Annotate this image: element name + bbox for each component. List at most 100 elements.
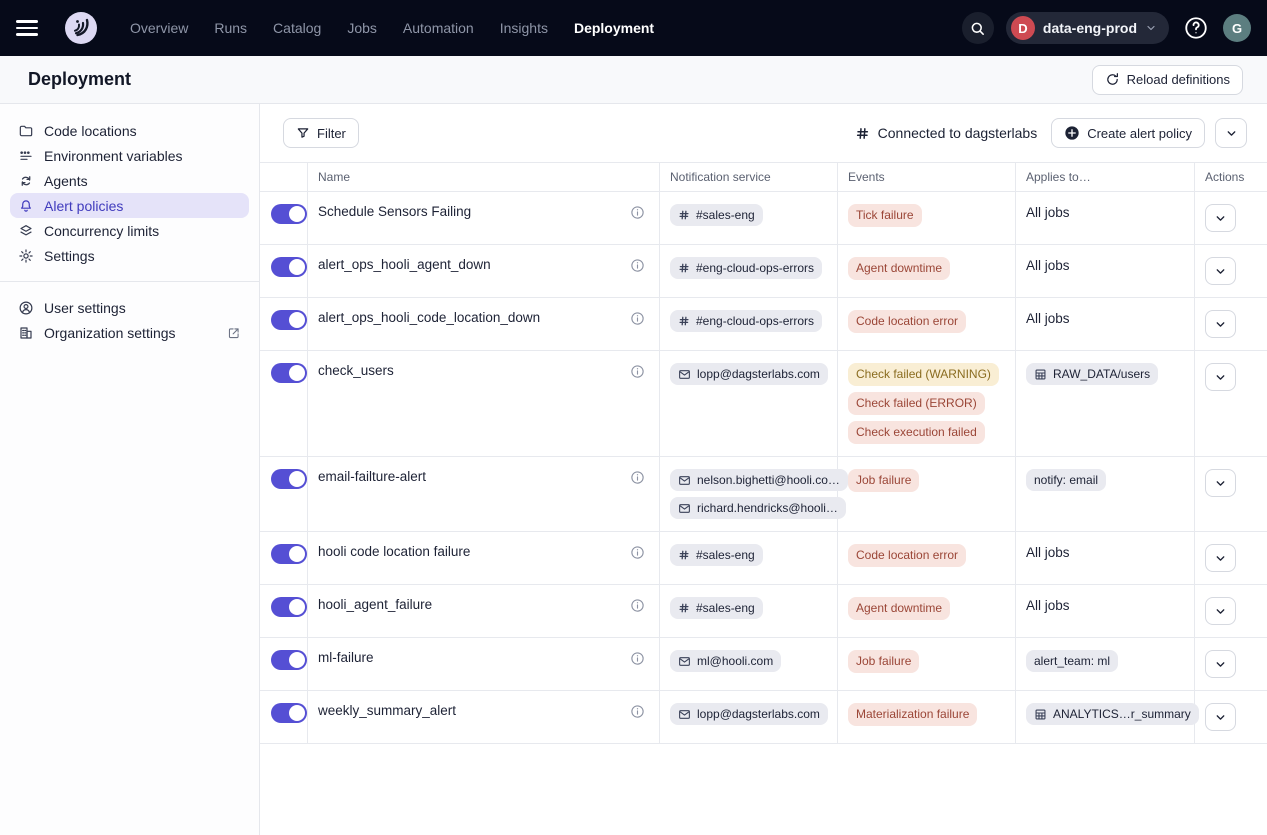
building-icon	[18, 325, 34, 341]
info-icon[interactable]	[630, 205, 645, 220]
agents-icon	[18, 173, 34, 189]
sidebar-item-settings[interactable]: Settings	[10, 243, 249, 268]
chevron-down-icon	[1214, 552, 1227, 565]
applies-to-cell: alert_team: ml	[1016, 638, 1195, 690]
notification-service-cell: #sales-eng	[660, 192, 838, 244]
row-actions-menu-button[interactable]	[1205, 703, 1236, 731]
reload-icon	[1105, 72, 1120, 87]
notification-service-cell: #eng-cloud-ops-errors	[660, 298, 838, 350]
info-icon[interactable]	[630, 651, 645, 666]
table-row: alert_ops_hooli_code_location_down#eng-c…	[260, 298, 1267, 351]
sidebar-item-code-locations[interactable]: Code locations	[10, 118, 249, 143]
help-icon[interactable]	[1181, 13, 1211, 43]
row-actions-menu-button[interactable]	[1205, 204, 1236, 232]
deployment-initial-badge: D	[1011, 16, 1035, 40]
row-actions-menu-button[interactable]	[1205, 257, 1236, 285]
nav-item-overview[interactable]: Overview	[130, 20, 188, 36]
sidebar-item-label: Alert policies	[44, 198, 123, 214]
table-row: hooli code location failure#sales-engCod…	[260, 532, 1267, 585]
row-actions-menu-button[interactable]	[1205, 363, 1236, 391]
policy-enabled-toggle[interactable]	[271, 650, 307, 670]
policy-enabled-toggle[interactable]	[271, 310, 307, 330]
events-cell: Materialization failure	[838, 691, 1016, 743]
policy-enabled-toggle[interactable]	[271, 544, 307, 564]
chevron-down-icon	[1214, 318, 1227, 331]
applies-to-cell: All jobs	[1016, 532, 1195, 584]
info-icon[interactable]	[630, 545, 645, 560]
column-header-actions: Actions	[1195, 163, 1267, 191]
email-icon	[678, 474, 691, 487]
create-policy-menu-button[interactable]	[1215, 118, 1247, 148]
deployment-name: data-eng-prod	[1043, 20, 1137, 36]
sidebar-item-environment-variables[interactable]: Environment variables	[10, 143, 249, 168]
slack-icon	[678, 209, 690, 221]
policy-enabled-toggle[interactable]	[271, 204, 307, 224]
user-circle-icon	[18, 300, 34, 316]
external-link-icon	[227, 326, 241, 340]
actions-cell	[1195, 245, 1267, 297]
table-header-row: NameNotification serviceEventsApplies to…	[260, 162, 1267, 192]
event-badge: Check failed (WARNING)	[848, 363, 999, 386]
notification-service-cell: lopp@dagsterlabs.com	[660, 691, 838, 743]
info-icon[interactable]	[630, 364, 645, 379]
sidebar-item-concurrency-limits[interactable]: Concurrency limits	[10, 218, 249, 243]
info-icon[interactable]	[630, 311, 645, 326]
row-actions-menu-button[interactable]	[1205, 310, 1236, 338]
applies-to-value: All jobs	[1026, 310, 1070, 326]
chevron-down-icon	[1145, 22, 1157, 34]
nav-item-jobs[interactable]: Jobs	[347, 20, 377, 36]
notification-pill: #sales-eng	[670, 544, 763, 566]
table-icon	[1034, 368, 1047, 381]
plus-circle-icon	[1064, 125, 1080, 141]
row-actions-menu-button[interactable]	[1205, 544, 1236, 572]
notification-pill: lopp@dagsterlabs.com	[670, 703, 828, 725]
filter-button[interactable]: Filter	[283, 118, 359, 148]
event-badge: Agent downtime	[848, 257, 950, 280]
policy-enabled-toggle[interactable]	[271, 469, 307, 489]
info-icon[interactable]	[630, 704, 645, 719]
info-icon[interactable]	[630, 598, 645, 613]
search-icon[interactable]	[962, 12, 994, 44]
policy-enabled-toggle[interactable]	[271, 703, 307, 723]
nav-item-deployment[interactable]: Deployment	[574, 20, 654, 36]
applies-to-pill: RAW_DATA/users	[1026, 363, 1158, 385]
dagster-logo-icon[interactable]	[64, 11, 98, 45]
nav-item-insights[interactable]: Insights	[500, 20, 548, 36]
reload-definitions-button[interactable]: Reload definitions	[1092, 65, 1243, 95]
deployment-switcher[interactable]: D data-eng-prod	[1006, 12, 1169, 44]
sidebar-item-user-settings[interactable]: User settings	[10, 295, 249, 320]
events-cell: Job failure	[838, 638, 1016, 690]
actions-cell	[1195, 457, 1267, 531]
nav-item-catalog[interactable]: Catalog	[273, 20, 321, 36]
column-header-toggle	[260, 163, 308, 191]
row-actions-menu-button[interactable]	[1205, 650, 1236, 678]
notification-service-cell: lopp@dagsterlabs.com	[660, 351, 838, 456]
create-alert-policy-button[interactable]: Create alert policy	[1051, 118, 1205, 148]
notification-service-cell: #sales-eng	[660, 532, 838, 584]
nav-item-automation[interactable]: Automation	[403, 20, 474, 36]
applies-to-value: All jobs	[1026, 204, 1070, 220]
sidebar-item-alert-policies[interactable]: Alert policies	[10, 193, 249, 218]
notification-pill: #eng-cloud-ops-errors	[670, 257, 822, 279]
sidebar-item-agents[interactable]: Agents	[10, 168, 249, 193]
policy-name-cell: check_users	[308, 351, 660, 456]
row-actions-menu-button[interactable]	[1205, 597, 1236, 625]
sidebar-item-organization-settings[interactable]: Organization settings	[10, 320, 249, 345]
chevron-down-icon	[1214, 605, 1227, 618]
menu-icon[interactable]	[16, 14, 44, 42]
policy-enabled-toggle[interactable]	[271, 597, 307, 617]
notification-pill: richard.hendricks@hooli…	[670, 497, 846, 519]
avatar[interactable]: G	[1223, 14, 1251, 42]
table-row: ml-failureml@hooli.comJob failurealert_t…	[260, 638, 1267, 691]
policy-enabled-toggle[interactable]	[271, 363, 307, 383]
applies-to-cell: All jobs	[1016, 585, 1195, 637]
policy-enabled-toggle[interactable]	[271, 257, 307, 277]
info-icon[interactable]	[630, 470, 645, 485]
nav-item-runs[interactable]: Runs	[214, 20, 247, 36]
table-row: Schedule Sensors Failing#sales-engTick f…	[260, 192, 1267, 245]
info-icon[interactable]	[630, 258, 645, 273]
filter-label: Filter	[317, 126, 346, 141]
row-actions-menu-button[interactable]	[1205, 469, 1236, 497]
bell-icon	[18, 198, 34, 214]
policy-name: Schedule Sensors Failing	[318, 204, 471, 219]
